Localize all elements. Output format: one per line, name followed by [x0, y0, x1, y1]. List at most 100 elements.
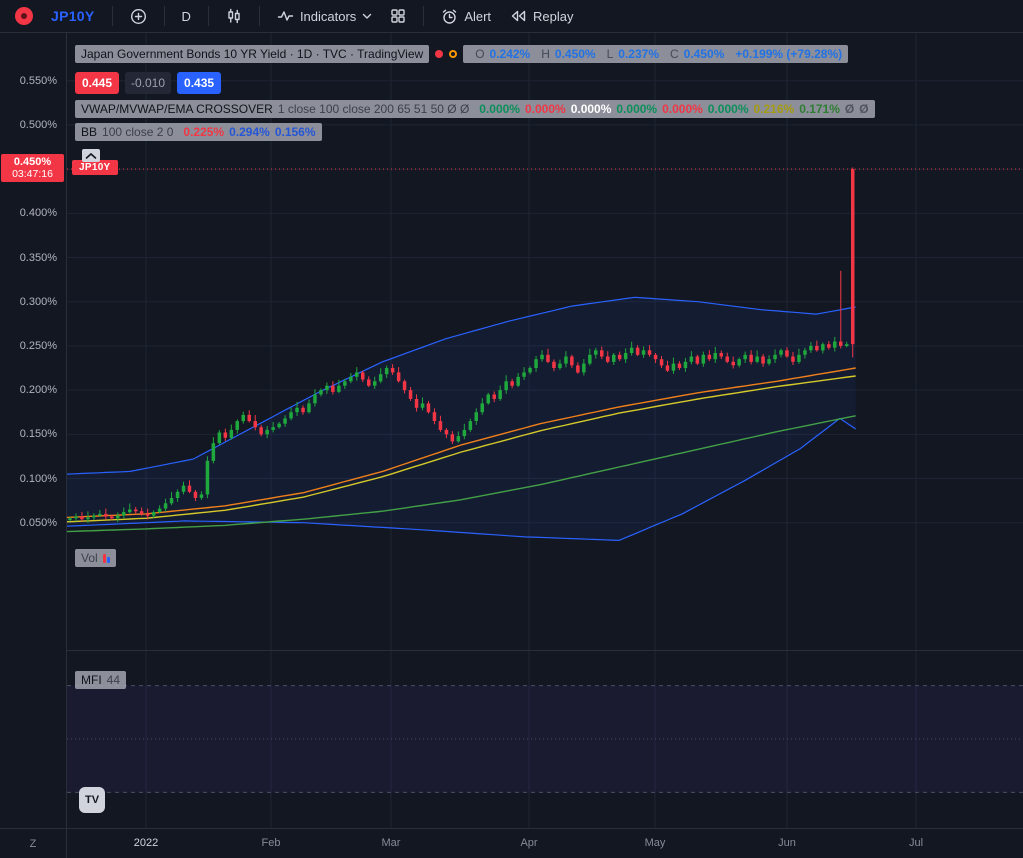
- ohlc-key: O: [475, 47, 485, 61]
- buy-price-button[interactable]: 0.435: [177, 72, 222, 94]
- line-ema_fast: [67, 375, 856, 523]
- bar-countdown: 03:47:16: [12, 168, 53, 181]
- ohlc-key: H: [541, 47, 550, 61]
- time-tick-label: Feb: [261, 837, 281, 849]
- ohlc-key: L: [606, 47, 614, 61]
- indicators-button[interactable]: Indicators: [272, 4, 377, 28]
- chart-type-button[interactable]: [221, 4, 247, 28]
- tradingview-watermark-logo[interactable]: TV: [79, 787, 105, 813]
- chart-title: Japan Government Bonds 10 YR Yield · 1D …: [81, 47, 424, 61]
- candlestick-chart-icon: [228, 8, 240, 24]
- volume-label: Vol: [81, 551, 98, 565]
- price-tick-label: 0.550%: [19, 74, 57, 87]
- indicator-value: 0.156%: [274, 125, 316, 139]
- price-axis[interactable]: 0.450% 03:47:16 0.550% 0.500% 0.450% 0.400%…: [0, 33, 67, 828]
- current-price-value: 0.450%: [13, 156, 52, 169]
- mfi-indicator-chip[interactable]: MFI 44: [75, 671, 127, 689]
- chevron-down-icon: [363, 13, 372, 19]
- vwap-indicator-name: VWAP/MVWAP/EMA CROSSOVER: [81, 102, 273, 116]
- price-chart-canvas[interactable]: [67, 33, 1023, 828]
- mfi-indicator-row: MFI 44: [75, 671, 127, 689]
- collapse-pane-button[interactable]: [82, 149, 100, 162]
- vwap-indicator-params: 1 close 100 close 200 65 51 50 Ø Ø: [277, 102, 470, 116]
- alarm-clock-icon: [443, 9, 457, 24]
- sell-price-button[interactable]: 0.445: [75, 72, 119, 94]
- indicator-value: 0.000%: [479, 102, 520, 116]
- time-tick-label: Jul: [908, 837, 924, 849]
- alert-label: Alert: [464, 8, 492, 24]
- toolbar-divider: [423, 6, 425, 26]
- change-value: +0.199% (+79.28%): [735, 47, 843, 61]
- replay-rewind-icon: [511, 10, 526, 22]
- plus-circle-icon: [130, 8, 146, 24]
- indicators-label: Indicators: [299, 8, 357, 24]
- price-tick-label: 0.050%: [19, 516, 57, 529]
- bb-indicator-row: BB 100 close 2 0 0.225% 0.294% 0.156%: [75, 123, 322, 141]
- price-tick-label: 0.250%: [19, 339, 57, 352]
- streaming-status-icon[interactable]: [449, 50, 458, 58]
- indicator-templates-button[interactable]: [385, 4, 411, 28]
- indicator-value: 0.000%: [616, 102, 658, 116]
- indicator-value: 0.225%: [183, 125, 225, 139]
- indicator-value: 0.216%: [753, 102, 795, 116]
- toolbar-divider: [258, 6, 260, 26]
- bb-indicator-values: 0.225% 0.294% 0.156%: [178, 125, 315, 139]
- chevron-up-icon: [85, 152, 97, 159]
- symbol-title-chip[interactable]: Japan Government Bonds 10 YR Yield · 1D …: [75, 45, 430, 63]
- bb-indicator-chip[interactable]: BB 100 close 2 0 0.225% 0.294% 0.156%: [75, 123, 322, 141]
- indicator-value: 0.000%: [524, 102, 566, 116]
- indicator-value: Ø: [859, 102, 869, 116]
- vwap-indicator-chip[interactable]: VWAP/MVWAP/EMA CROSSOVER 1 close 100 clo…: [75, 100, 875, 118]
- time-axis[interactable]: Z 2022 Feb Mar Apr May Jun Jul: [0, 828, 1023, 858]
- ohlc-values-chip: O 0.242% H 0.450% L 0.237% C 0.450% +0.199% (+79…: [463, 45, 849, 63]
- bb-indicator-params: 100 close 2 0: [102, 125, 174, 139]
- chart-region: Japan Government Bonds 10 YR Yield · 1D …: [67, 33, 1023, 828]
- mfi-param: 44: [106, 673, 121, 687]
- indicator-value: 0.000%: [707, 102, 749, 116]
- price-tick-label: 0.500%: [19, 118, 57, 131]
- quote-buttons: 0.445 -0.010 0.435: [75, 72, 222, 94]
- current-price-label: 0.450% 03:47:16: [1, 154, 64, 183]
- indicator-value: 0.171%: [799, 102, 840, 116]
- vwap-indicator-row: VWAP/MVWAP/EMA CROSSOVER 1 close 100 clo…: [75, 100, 875, 118]
- time-tick-label: Jun: [778, 837, 796, 849]
- alert-button[interactable]: Alert: [436, 4, 496, 29]
- tradingview-logo-button[interactable]: [10, 3, 38, 29]
- chart-legend-main: Japan Government Bonds 10 YR Yield · 1D …: [75, 45, 849, 63]
- time-tick-label: Mar: [381, 837, 401, 849]
- symbol-search-button[interactable]: JP10Y: [46, 4, 100, 28]
- indicator-value: 0.000%: [662, 102, 703, 116]
- interval-button[interactable]: D: [177, 5, 196, 28]
- price-tick-label: 0.200%: [19, 384, 57, 397]
- grid-layout-icon: [391, 9, 406, 23]
- ohlc-value: 0.237%: [618, 47, 659, 61]
- time-tick-label: May: [644, 837, 666, 849]
- indicators-icon: [277, 11, 294, 21]
- time-tick-label: Apr: [520, 837, 538, 849]
- compare-add-symbol-button[interactable]: [125, 4, 152, 29]
- ohlc-value: 0.242%: [489, 47, 531, 61]
- line-bb_basis: [67, 367, 856, 519]
- toolbar-divider: [163, 6, 165, 26]
- line-bb_lower: [67, 417, 857, 542]
- spread-value: -0.010: [125, 72, 172, 94]
- toolbar-divider: [207, 6, 209, 26]
- market-status-dot-icon[interactable]: [435, 50, 444, 58]
- toolbar-divider: [111, 6, 113, 26]
- chart-workspace: 0.450% 03:47:16 0.550% 0.500% 0.450% 0.400%…: [0, 33, 1023, 828]
- line-ema_slow: [67, 415, 856, 533]
- ohlc-value: 0.450%: [683, 47, 725, 61]
- vwap-indicator-values: 0.000% 0.000% 0.000% 0.000% 0.000% 0.000% 0.21…: [474, 102, 868, 116]
- replay-label: Replay: [533, 8, 574, 24]
- symbol-price-tag: JP10Y: [72, 160, 118, 175]
- volume-indicator-row: Vol: [75, 549, 116, 567]
- price-tick-label: 0.100%: [19, 472, 57, 485]
- indicator-value: 0.294%: [229, 125, 270, 139]
- volume-indicator-chip[interactable]: Vol: [75, 549, 116, 567]
- indicator-value: Ø: [844, 102, 855, 116]
- ohlc-key: C: [670, 47, 679, 61]
- timezone-button[interactable]: Z: [0, 829, 67, 858]
- replay-button[interactable]: Replay: [504, 5, 578, 28]
- indicator-value: 0.000%: [570, 102, 612, 116]
- vol-icon: [102, 553, 110, 563]
